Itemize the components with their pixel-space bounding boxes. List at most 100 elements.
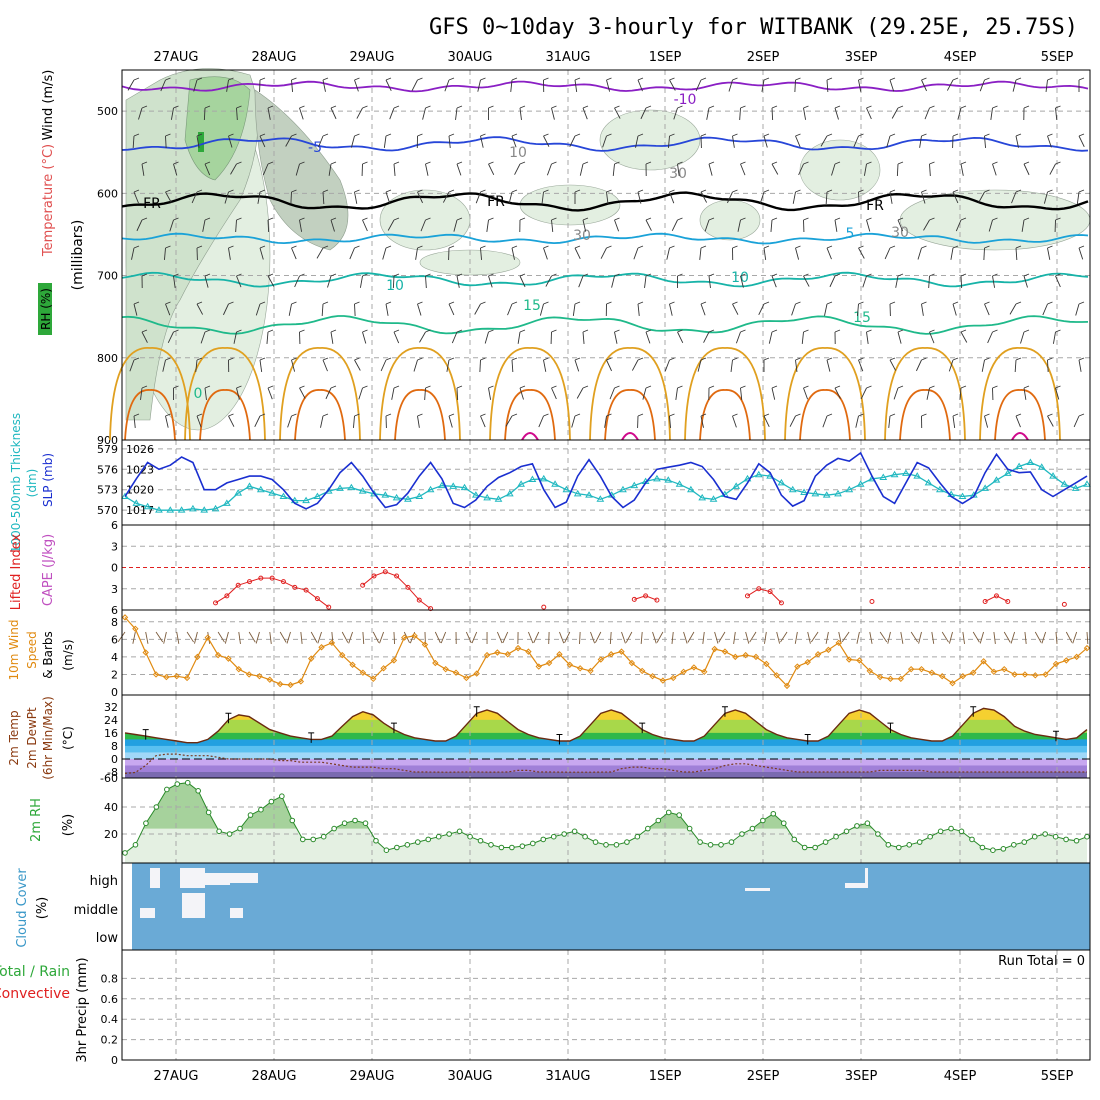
wind-barb-flag (866, 329, 872, 333)
wind-barb (917, 247, 922, 260)
wind10m-point (680, 668, 687, 676)
wind-barb (417, 191, 423, 204)
wind-barb-flag (732, 133, 738, 137)
wind10m-barb (502, 631, 509, 644)
thickness-point (1060, 480, 1069, 487)
wind-barb-flag (826, 133, 833, 137)
wind10m-point (970, 669, 977, 676)
wind-barb (853, 135, 859, 148)
wind-barb (737, 219, 741, 232)
wind-barb-flag (992, 385, 998, 389)
wind-barb-flag (165, 413, 171, 417)
isotherm-line (604, 389, 656, 441)
wind-barb (138, 107, 143, 120)
wind-barb (267, 219, 270, 233)
wind-barb (228, 247, 231, 260)
wind-barb-flag (228, 77, 234, 81)
wind10m-barb (594, 631, 602, 643)
lifted-index-point (744, 593, 750, 599)
wind-barb (133, 191, 139, 204)
wind-barb (860, 387, 867, 399)
rh2m-point (728, 839, 735, 845)
isotherm-line (504, 389, 556, 441)
wind-barb-flag (614, 273, 620, 277)
thickness-point (596, 495, 605, 502)
wind-barb (517, 331, 521, 344)
wind-barb-flag (267, 161, 274, 165)
lifted-index-point (224, 593, 230, 599)
wind-barb-flag (425, 217, 431, 221)
wind-barb (233, 331, 237, 344)
thickness-point (1003, 469, 1012, 476)
wind-barb-flag (929, 385, 935, 389)
temp-maxmin-marker (804, 734, 811, 745)
wind-barb-flag (582, 385, 589, 389)
wind10m-barb (207, 631, 211, 644)
wind-barb-flag (614, 385, 620, 389)
wind-barb (763, 247, 767, 260)
wind-barb (484, 331, 489, 344)
wind-barb (981, 359, 985, 372)
wind-ytick: 2 (111, 668, 118, 681)
wind-barb (127, 79, 135, 91)
rh2m-point (718, 842, 724, 848)
slp-ylabel-slp: SLP (mb) (41, 453, 55, 507)
wind-barb-flag (204, 217, 211, 221)
rh2m-point (205, 809, 212, 816)
wind-barb-flag (1078, 133, 1085, 137)
wind-barb-flag (133, 189, 140, 193)
wind-barb-flag (228, 189, 234, 193)
wind-barb (385, 79, 392, 91)
precip-ytick: 0 (111, 1054, 118, 1067)
wind-barb-flag (866, 217, 872, 221)
wind-barb (477, 79, 481, 92)
wind-barb (383, 135, 387, 148)
wind10m-barb (776, 631, 781, 644)
wind-barb (291, 247, 297, 260)
thickness-point (494, 495, 503, 502)
wind10m-point (432, 659, 439, 667)
wind-barb (267, 107, 271, 120)
wind-barb (474, 303, 481, 315)
isotherm-line (279, 347, 361, 441)
wind-barb (1047, 247, 1051, 260)
wind-barb-flag (740, 217, 746, 221)
wind-barb-flag (1015, 413, 1022, 417)
wind-barb-flag (614, 217, 620, 221)
wind-barb (612, 163, 615, 176)
thickness-point (132, 499, 141, 506)
wind-barb-flag (858, 189, 864, 193)
wind-barb-flag (889, 189, 896, 193)
lifted-index-point (767, 589, 773, 595)
wind-barb (511, 359, 514, 373)
wind10m-barb (341, 631, 349, 643)
wind-barb (795, 359, 798, 372)
wind-barb-flag (740, 105, 746, 109)
wind-barb-flag (291, 189, 297, 193)
wind-barb (763, 415, 770, 427)
wind-barb-flag (952, 77, 959, 81)
wind10m-point (794, 663, 801, 670)
thickness-point (709, 495, 718, 502)
wind-barb-flag (897, 105, 904, 109)
wind-barb (798, 163, 804, 176)
wind-barb-flag (362, 385, 368, 389)
wind-barb-flag (677, 329, 683, 333)
rh2m-point (341, 820, 348, 827)
thickness-point (619, 485, 627, 493)
wind-barb (569, 135, 576, 147)
wind10m-barb (590, 631, 596, 644)
slp-ylabel-thickness: 1000-500mb Thickness (9, 413, 23, 553)
wind10m-barb (1010, 631, 1016, 644)
wind-barb (992, 163, 997, 176)
wind10m-point (607, 651, 615, 658)
isotherm-label: -10 (674, 92, 697, 108)
wind-barb (299, 387, 306, 399)
rh2m-point (488, 842, 494, 848)
wind-barb (325, 387, 332, 400)
wind-barb (606, 191, 609, 204)
wind-barb-flag (354, 301, 360, 305)
rh-ylabel-a: 2m RH (29, 798, 44, 842)
wind10m-barb (652, 631, 657, 644)
wind-barb-flag (133, 133, 140, 137)
